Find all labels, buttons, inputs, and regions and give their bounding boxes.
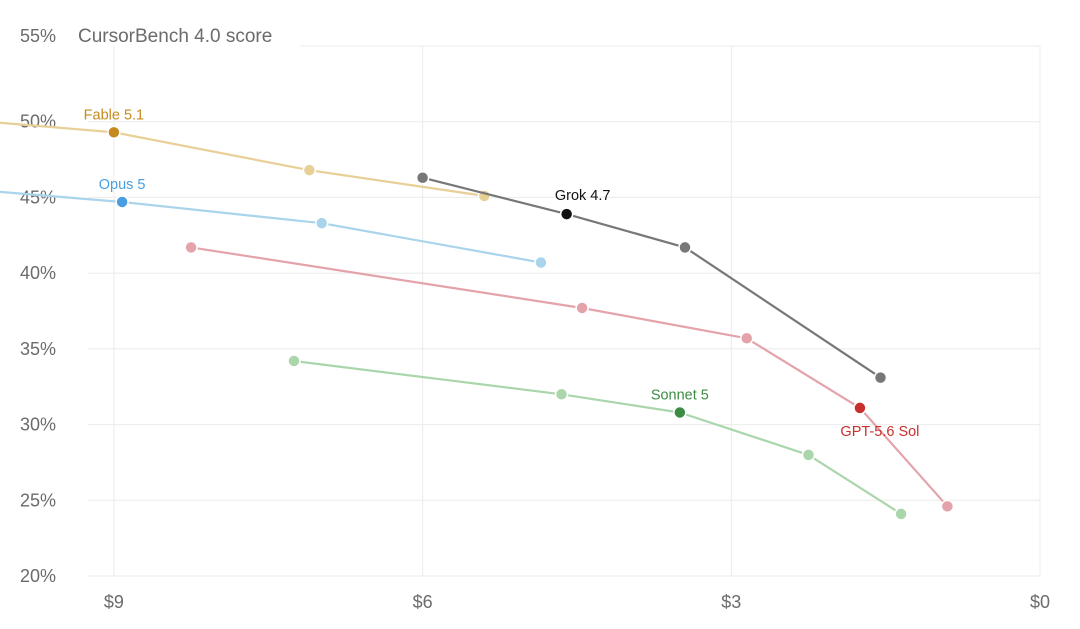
data-point-gpt-5-6-sol[interactable]: [184, 240, 198, 255]
data-point-fable-5-1[interactable]: [302, 163, 317, 177]
series-line-grok-4-7: [421, 176, 882, 379]
series-label-sonnet-5: Sonnet 5: [651, 387, 709, 403]
data-point-sonnet-5[interactable]: [554, 387, 569, 402]
y-tick-label: 25%: [20, 490, 56, 510]
y-tick-label: 40%: [20, 263, 56, 283]
data-point-grok-4-7[interactable]: [415, 170, 430, 185]
x-axis-tick-labels: $18$15$12$9$6$3$0: [104, 592, 1050, 612]
data-point-gpt-5-6-sol[interactable]: [575, 301, 589, 315]
series-fable-5-1: [0, 121, 492, 203]
x-tick-label: $6: [413, 592, 433, 612]
y-axis-tick-labels: 55% 50% 45% 40% 35% 30% 25% 20%: [20, 26, 56, 586]
data-point-grok-4-7[interactable]: [873, 370, 888, 385]
series-line-sonnet-5: [292, 359, 903, 515]
y-tick-label: 30%: [20, 415, 56, 435]
data-point-highlight-gpt-5-6-sol[interactable]: [853, 401, 867, 415]
series-sonnet-5: [287, 354, 908, 521]
chart-title: CursorBench 4.0 score: [78, 26, 272, 47]
series-labels: Fable 5.1 Opus 5 Grok 4.7 GPT-5.6 Sol Sonnet…: [84, 107, 920, 440]
y-tick-label: 35%: [20, 339, 56, 359]
y-tick-label: 20%: [20, 566, 56, 586]
data-point-highlight-fable-5-1[interactable]: [107, 125, 121, 140]
data-point-highlight-grok-4-7[interactable]: [559, 207, 574, 221]
series-label-gpt-5-6-sol: GPT-5.6 Sol: [840, 424, 919, 440]
series-lines: [0, 121, 955, 521]
data-point-gpt-5-6-sol[interactable]: [739, 331, 754, 346]
series-line-fable-5-1: [0, 121, 486, 197]
x-tick-label: $9: [104, 592, 124, 612]
series-label-grok-4-7: Grok 4.7: [555, 188, 611, 204]
data-point-gpt-5-6-sol[interactable]: [940, 499, 955, 514]
series-opus-5: [0, 190, 548, 270]
series-gpt-5-6-sol: [184, 240, 955, 514]
grid-lines: [88, 45, 1041, 577]
series-label-fable-5-1: Fable 5.1: [84, 107, 144, 123]
series-grok-4-7: [415, 170, 888, 385]
data-point-sonnet-5[interactable]: [801, 448, 816, 462]
data-point-sonnet-5[interactable]: [287, 354, 301, 368]
series-label-opus-5: Opus 5: [99, 177, 146, 193]
y-tick-label: 55%: [20, 26, 56, 46]
x-tick-label: $0: [1030, 592, 1050, 612]
y-tick-label: 50%: [20, 112, 56, 132]
data-point-grok-4-7[interactable]: [678, 240, 692, 255]
y-tick-label: 45%: [20, 187, 56, 207]
data-point-sonnet-5[interactable]: [894, 507, 908, 521]
data-point-opus-5[interactable]: [534, 255, 548, 270]
data-point-highlight-opus-5[interactable]: [115, 195, 129, 209]
data-point-highlight-sonnet-5[interactable]: [673, 405, 687, 420]
x-tick-label: $3: [721, 592, 741, 612]
data-point-opus-5[interactable]: [315, 216, 329, 230]
series-line-gpt-5-6-sol: [190, 246, 949, 508]
